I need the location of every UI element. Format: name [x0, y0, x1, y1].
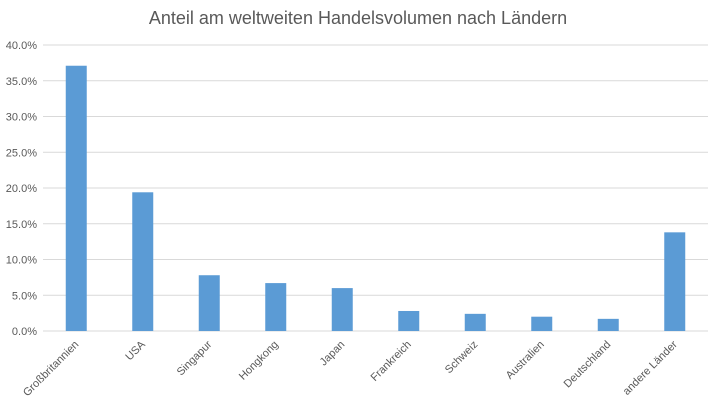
y-tick-label: 15.0%	[6, 219, 37, 231]
x-tick-label: Singapur	[175, 338, 215, 378]
y-tick-label: 35.0%	[6, 76, 37, 88]
x-tick-label: Großbritannien	[21, 339, 81, 399]
y-tick-label: 40.0%	[6, 40, 37, 52]
x-tick-label: USA	[123, 338, 148, 363]
bar-japan	[331, 288, 353, 331]
y-tick-label: 0.0%	[12, 326, 37, 338]
x-tick-label: Australien	[504, 339, 547, 382]
bar-andere-länder	[664, 232, 686, 331]
y-tick-label: 30.0%	[6, 112, 37, 124]
x-tick-label: andere Länder	[621, 338, 680, 397]
bar-deutschland	[597, 318, 619, 331]
bar-schweiz	[464, 313, 486, 331]
bar-frankreich	[398, 310, 420, 331]
y-tick-label: 10.0%	[6, 255, 37, 267]
x-tick-label: Frankreich	[369, 339, 414, 384]
bar-großbritannien	[65, 65, 87, 332]
x-tick-label: Schweiz	[443, 339, 480, 376]
bar-usa	[132, 192, 154, 331]
y-tick-label: 20.0%	[6, 183, 37, 195]
bar-singapur	[198, 275, 220, 331]
chart-title: Anteil am weltweiten Handelsvolumen nach…	[148, 8, 568, 28]
bar-australien	[531, 316, 553, 331]
y-tick-label: 5.0%	[12, 290, 37, 302]
x-tick-label: Hongkong	[237, 339, 281, 383]
y-tick-label: 25.0%	[6, 147, 37, 159]
x-tick-label: Japan	[318, 339, 348, 369]
x-tick-label: Deutschland	[562, 339, 614, 391]
bar-hongkong	[265, 283, 287, 331]
